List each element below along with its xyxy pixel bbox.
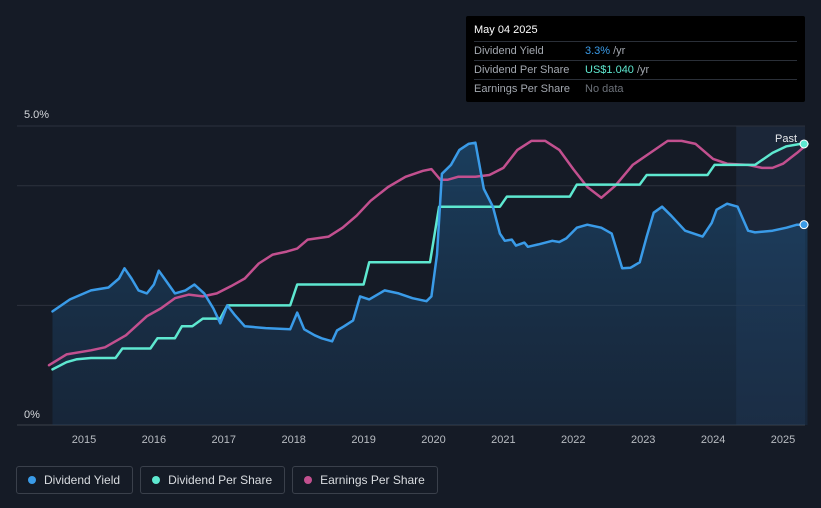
dividend-yield-dot-icon bbox=[28, 476, 36, 484]
legend-label: Dividend Yield bbox=[44, 473, 121, 487]
tooltip-unit: /yr bbox=[636, 64, 650, 76]
past-label: Past bbox=[775, 133, 797, 145]
legend-item-dividend-yield[interactable]: Dividend Yield bbox=[16, 466, 134, 494]
x-tick-label: 2023 bbox=[631, 434, 655, 446]
dividend-per-share-end-marker bbox=[799, 139, 809, 149]
y-axis-label-min: 0% bbox=[24, 409, 40, 421]
tooltip-label: Earnings Per Share bbox=[474, 83, 570, 95]
x-tick-label: 2020 bbox=[421, 434, 445, 446]
series-line-dividend-yield bbox=[51, 141, 809, 343]
tooltip-value: No data bbox=[585, 83, 624, 95]
x-tick-label: 2018 bbox=[281, 434, 305, 446]
x-tick-label: 2024 bbox=[701, 434, 725, 446]
tooltip-row-dividend-yield: Dividend Yield 3.3% /yr bbox=[474, 41, 797, 60]
tooltip-value: 3.3% bbox=[585, 45, 611, 57]
dividend-yield-end-marker bbox=[799, 220, 809, 230]
x-tick-label: 2021 bbox=[491, 434, 515, 446]
dividend-per-share-dot-icon bbox=[152, 476, 161, 484]
x-tick-label: 2019 bbox=[351, 434, 375, 446]
tooltip-row-dividend-per-share: Dividend Per Share US$1.040 /yr bbox=[474, 60, 797, 79]
series-line-dividend-per-share bbox=[51, 142, 809, 371]
tooltip-unit: /yr bbox=[613, 45, 626, 57]
x-tick-label: 2015 bbox=[72, 434, 96, 446]
tooltip-value: US$1.040 bbox=[585, 64, 634, 76]
legend-label: Earnings Per Share bbox=[320, 473, 425, 487]
legend-item-dividend-per-share[interactable]: Dividend Per Share bbox=[140, 466, 286, 494]
x-tick-label: 2016 bbox=[142, 434, 166, 446]
y-axis-label-max: 5.0% bbox=[24, 109, 49, 121]
earnings-per-share-dot-icon bbox=[304, 476, 313, 484]
tooltip-label: Dividend Yield bbox=[474, 45, 544, 57]
tooltip-date: May 04 2025 bbox=[474, 24, 538, 36]
x-tick-label: 2025 bbox=[771, 434, 795, 446]
tooltip-label: Dividend Per Share bbox=[474, 64, 570, 76]
legend: Dividend Yield Dividend Per Share Earnin… bbox=[16, 466, 438, 494]
x-tick-label: 2022 bbox=[561, 434, 585, 446]
legend-label: Dividend Per Share bbox=[168, 473, 273, 487]
dividend-yield-area bbox=[52, 142, 808, 425]
x-tick-label: 2017 bbox=[212, 434, 236, 446]
tooltip-row-earnings-per-share: Earnings Per Share No data bbox=[474, 79, 797, 98]
legend-item-earnings-per-share[interactable]: Earnings Per Share bbox=[292, 466, 438, 494]
tooltip-panel: May 04 2025 Dividend Yield 3.3% /yr Divi… bbox=[466, 16, 805, 102]
